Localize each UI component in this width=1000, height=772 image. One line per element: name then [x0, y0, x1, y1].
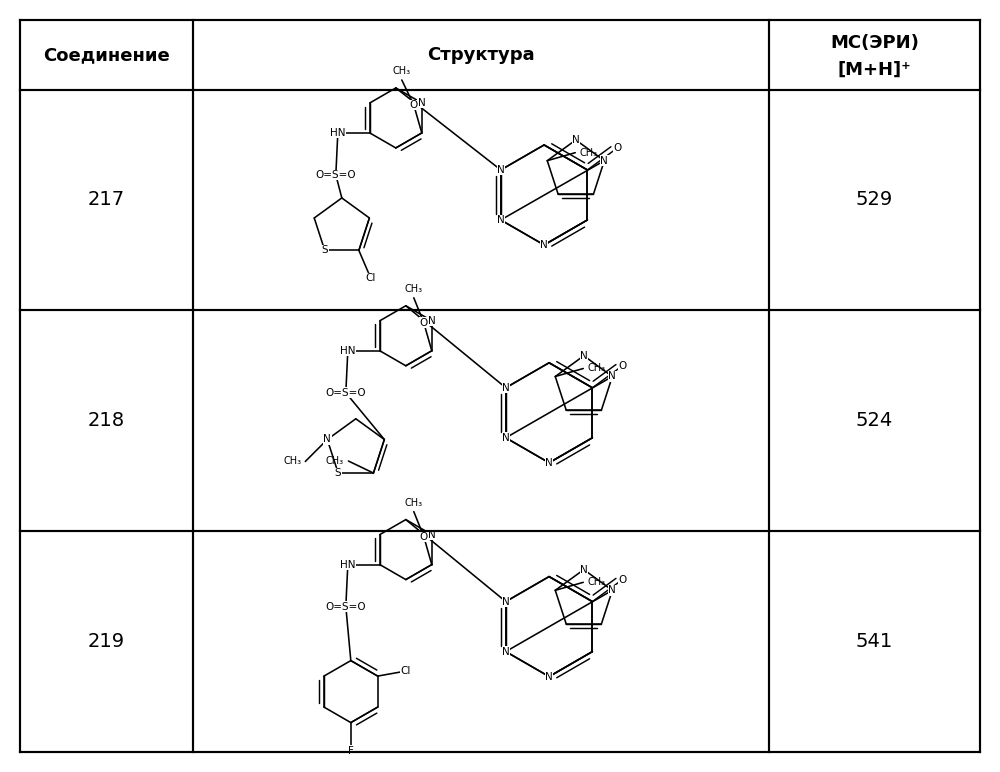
Text: HN: HN [330, 128, 346, 138]
Text: 218: 218 [88, 411, 125, 430]
Text: CH₃: CH₃ [283, 456, 301, 466]
Text: O: O [613, 143, 622, 153]
Text: HN: HN [340, 560, 356, 570]
Text: N: N [418, 98, 426, 108]
Text: CH₃: CH₃ [325, 456, 343, 466]
Text: N: N [540, 240, 548, 250]
Text: N: N [545, 672, 553, 682]
Text: CH₃: CH₃ [579, 147, 597, 157]
Text: CH₃: CH₃ [405, 284, 423, 294]
Text: 541: 541 [856, 632, 893, 651]
Text: N: N [608, 371, 616, 381]
Text: HN: HN [340, 346, 356, 356]
Text: CH₃: CH₃ [587, 364, 605, 374]
Text: 219: 219 [88, 632, 125, 651]
Text: N: N [580, 564, 588, 574]
Text: N: N [572, 135, 580, 145]
Text: CH₃: CH₃ [587, 577, 605, 587]
Text: N: N [428, 316, 436, 326]
Text: O: O [420, 532, 428, 542]
Text: N: N [600, 156, 608, 166]
Text: F: F [348, 746, 354, 756]
Text: МС(ЭРИ): МС(ЭРИ) [830, 34, 919, 52]
Text: 217: 217 [88, 191, 125, 209]
Text: N: N [497, 215, 505, 225]
Text: Соединение: Соединение [43, 46, 170, 64]
Text: N: N [502, 647, 510, 657]
Text: O=S=O: O=S=O [326, 601, 366, 611]
Text: N: N [323, 435, 331, 445]
Text: Cl: Cl [400, 666, 411, 676]
Text: O: O [618, 574, 627, 584]
Text: S: S [335, 468, 341, 478]
Text: S: S [321, 245, 328, 256]
Text: Cl: Cl [366, 273, 376, 283]
Text: N: N [428, 530, 436, 540]
Text: N: N [608, 585, 616, 595]
Text: N: N [545, 458, 553, 468]
Text: O: O [420, 318, 428, 328]
Text: [M+H]⁺: [M+H]⁺ [838, 61, 911, 79]
Text: 529: 529 [856, 191, 893, 209]
Text: Структура: Структура [427, 46, 535, 64]
Text: N: N [502, 433, 510, 443]
Text: O: O [618, 361, 627, 371]
Text: O=S=O: O=S=O [326, 388, 366, 398]
Text: N: N [502, 383, 510, 393]
Text: N: N [497, 165, 505, 175]
Text: O=S=O: O=S=O [316, 170, 356, 180]
Text: CH₃: CH₃ [405, 498, 423, 508]
Text: N: N [502, 597, 510, 607]
Text: O: O [410, 100, 418, 110]
Text: 524: 524 [856, 411, 893, 430]
Text: CH₃: CH₃ [393, 66, 411, 76]
Text: N: N [580, 350, 588, 361]
